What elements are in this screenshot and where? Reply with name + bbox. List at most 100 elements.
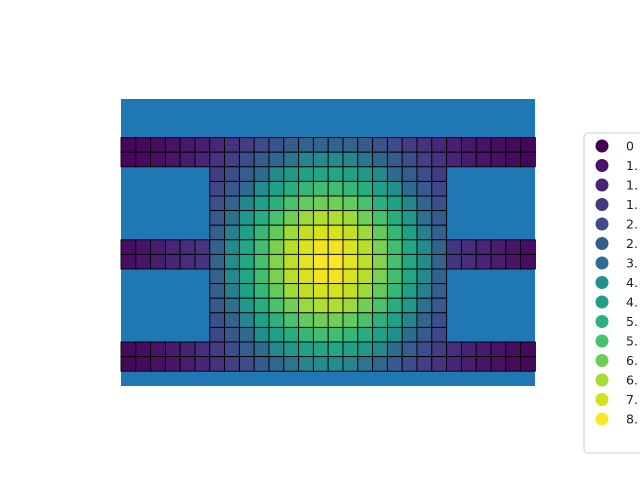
heatmap-cell — [327, 151, 344, 168]
heatmap-cell — [268, 210, 285, 226]
heatmap-cell — [475, 137, 492, 153]
heatmap-cell — [135, 137, 152, 153]
heatmap-cell — [312, 253, 329, 270]
heatmap-cell — [209, 253, 226, 270]
heatmap-cell — [431, 195, 448, 212]
heatmap-cell — [238, 195, 255, 212]
heatmap-cell — [224, 326, 240, 343]
heatmap-cell — [120, 239, 137, 255]
heatmap-cell — [372, 341, 388, 358]
heatmap-cell — [283, 137, 300, 153]
heatmap-cell — [312, 195, 329, 212]
heatmap-cell — [209, 312, 226, 328]
heatmap-cell — [238, 312, 255, 328]
heatmap-cell — [357, 312, 374, 328]
heatmap-cell — [238, 297, 255, 314]
heatmap-cell — [283, 356, 300, 372]
heatmap-cell — [253, 151, 270, 168]
heatmap-cell — [342, 356, 359, 372]
heatmap-cell — [268, 297, 285, 314]
heatmap-cell — [298, 239, 314, 255]
legend-frame — [583, 132, 640, 454]
heatmap-cell — [150, 341, 166, 358]
heatmap-cell — [164, 137, 181, 153]
heatmap-cell — [209, 224, 226, 241]
heatmap-cell — [298, 341, 314, 358]
heatmap-cell — [460, 341, 477, 358]
heatmap-cell — [253, 283, 270, 299]
heatmap-cell — [312, 312, 329, 328]
heatmap-cell — [327, 253, 344, 270]
heatmap-cell — [460, 253, 477, 270]
heatmap-cell — [327, 326, 344, 343]
heatmap-cell — [372, 166, 388, 182]
legend-marker — [595, 373, 609, 387]
heatmap-cell — [268, 151, 285, 168]
legend-marker — [595, 315, 609, 328]
heatmap-cell — [342, 253, 359, 270]
heatmap-cell — [298, 166, 314, 182]
heatmap-cell — [386, 312, 403, 328]
heatmap-cell — [268, 195, 285, 212]
heatmap-cell — [179, 356, 196, 372]
heatmap-cell — [490, 253, 507, 270]
legend-marker — [595, 256, 609, 270]
heatmap-cell — [416, 166, 433, 182]
heatmap-cell — [401, 283, 418, 299]
heatmap-cell — [416, 137, 433, 153]
heatmap-cell — [253, 326, 270, 343]
heatmap-cell — [253, 297, 270, 314]
heatmap-cell — [342, 239, 359, 255]
heatmap-cell — [283, 283, 300, 299]
heatmap-cell — [416, 341, 433, 358]
legend-label: 6. — [626, 353, 638, 368]
heatmap-cell — [209, 151, 226, 168]
legend-marker — [595, 198, 609, 211]
heatmap-cell — [253, 210, 270, 226]
heatmap-cell — [209, 137, 226, 153]
heatmap-cell — [224, 283, 240, 299]
heatmap-cell — [312, 137, 329, 153]
heatmap-cell — [357, 137, 374, 153]
heatmap-cell — [431, 326, 448, 343]
heatmap-cell — [490, 341, 507, 358]
legend-label: 5. — [626, 334, 638, 349]
heatmap-cell — [312, 341, 329, 358]
heatmap-cell — [357, 239, 374, 255]
heatmap-cell — [401, 195, 418, 212]
heatmap-cell — [283, 210, 300, 226]
heatmap-cell — [386, 341, 403, 358]
heatmap-cell — [238, 137, 255, 153]
heatmap-cell — [431, 283, 448, 299]
heatmap-cell — [194, 253, 211, 270]
heatmap-cell — [298, 297, 314, 314]
heatmap-cell — [357, 195, 374, 212]
legend-marker — [595, 159, 609, 172]
heatmap-cell — [194, 137, 211, 153]
heatmap-cell — [446, 253, 462, 270]
heatmap-cell — [209, 283, 226, 299]
heatmap-cell — [505, 137, 522, 153]
heatmap-cell — [401, 137, 418, 153]
heatmap-cell — [150, 253, 166, 270]
heatmap-cell — [283, 151, 300, 168]
heatmap-cell — [386, 326, 403, 343]
heatmap-cell — [475, 253, 492, 270]
heatmap-cell — [386, 151, 403, 168]
heatmap-cell — [357, 224, 374, 241]
heatmap-cell — [253, 239, 270, 255]
heatmap-cell — [238, 283, 255, 299]
heatmap-cell — [283, 312, 300, 328]
legend-marker — [595, 354, 609, 367]
heatmap-cell — [298, 268, 314, 285]
heatmap-cell — [446, 137, 462, 153]
heatmap-cell — [135, 239, 152, 255]
heatmap-cell — [298, 180, 314, 197]
heatmap-cell — [224, 268, 240, 285]
heatmap-cell — [312, 326, 329, 343]
heatmap-cell — [268, 326, 285, 343]
heatmap-cell — [268, 312, 285, 328]
heatmap-cell — [431, 180, 448, 197]
legend-items: 0 1. 1. 1. 2. 2. 3. 4. 4. 5. 5. 6. 6. 7. 8. — [595, 139, 638, 427]
